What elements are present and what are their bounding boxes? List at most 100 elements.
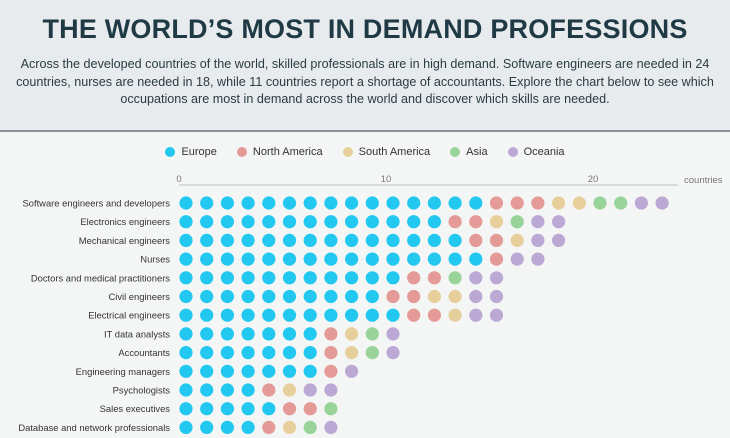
dot-europe[interactable]	[200, 420, 214, 434]
dot-europe[interactable]	[241, 252, 255, 266]
dot-europe[interactable]	[241, 215, 255, 229]
dot-north-america[interactable]	[407, 289, 421, 304]
legend-item-asia[interactable]: Asia	[450, 146, 488, 158]
dot-oceania[interactable]	[324, 383, 338, 397]
dot-europe[interactable]	[386, 271, 400, 285]
dot-europe[interactable]	[303, 364, 317, 378]
dot-oceania[interactable]	[489, 289, 504, 304]
dot-south-america[interactable]	[448, 308, 462, 322]
dot-europe[interactable]	[427, 233, 441, 247]
dot-south-america[interactable]	[572, 196, 586, 210]
dot-north-america[interactable]	[489, 252, 504, 266]
dot-europe[interactable]	[200, 327, 214, 341]
dot-oceania[interactable]	[510, 252, 524, 266]
dot-europe[interactable]	[179, 215, 193, 229]
dot-asia[interactable]	[365, 327, 379, 341]
dot-south-america[interactable]	[282, 420, 297, 434]
dot-europe[interactable]	[262, 308, 276, 322]
dot-europe[interactable]	[407, 233, 421, 247]
dot-europe[interactable]	[386, 308, 400, 322]
dot-north-america[interactable]	[427, 308, 441, 322]
dot-north-america[interactable]	[469, 233, 483, 247]
dot-europe[interactable]	[179, 252, 193, 266]
dot-south-america[interactable]	[427, 289, 441, 304]
dot-north-america[interactable]	[407, 271, 421, 285]
dot-oceania[interactable]	[552, 215, 566, 229]
dot-oceania[interactable]	[634, 196, 649, 210]
legend-item-oceania[interactable]: Oceania	[507, 146, 565, 158]
dot-north-america[interactable]	[324, 327, 338, 341]
dot-oceania[interactable]	[489, 308, 504, 322]
dot-europe[interactable]	[386, 215, 400, 229]
dot-europe[interactable]	[365, 308, 379, 322]
dot-oceania[interactable]	[303, 383, 317, 397]
dot-europe[interactable]	[179, 327, 193, 341]
dot-europe[interactable]	[427, 215, 441, 229]
dot-europe[interactable]	[262, 327, 276, 341]
dot-europe[interactable]	[262, 233, 276, 247]
dot-europe[interactable]	[448, 196, 462, 210]
dot-europe[interactable]	[220, 233, 234, 247]
dot-oceania[interactable]	[552, 233, 566, 247]
dot-europe[interactable]	[179, 289, 193, 304]
dot-south-america[interactable]	[282, 383, 297, 397]
dot-europe[interactable]	[365, 196, 379, 210]
dot-europe[interactable]	[241, 271, 255, 285]
dot-europe[interactable]	[179, 346, 193, 360]
dot-europe[interactable]	[469, 196, 483, 210]
dot-europe[interactable]	[407, 196, 421, 210]
dot-europe[interactable]	[324, 233, 338, 247]
dot-europe[interactable]	[241, 346, 255, 360]
dot-europe[interactable]	[345, 308, 359, 322]
dot-europe[interactable]	[324, 196, 338, 210]
dot-asia[interactable]	[593, 196, 607, 210]
dot-europe[interactable]	[303, 271, 317, 285]
dot-europe[interactable]	[303, 233, 317, 247]
dot-europe[interactable]	[282, 252, 297, 266]
dot-europe[interactable]	[241, 364, 255, 378]
dot-north-america[interactable]	[386, 289, 400, 304]
dot-europe[interactable]	[303, 196, 317, 210]
dot-north-america[interactable]	[510, 196, 524, 210]
dot-europe[interactable]	[220, 215, 234, 229]
dot-europe[interactable]	[241, 308, 255, 322]
dot-asia[interactable]	[303, 420, 317, 434]
dot-europe[interactable]	[200, 402, 214, 416]
dot-europe[interactable]	[241, 289, 255, 304]
legend-item-north-america[interactable]: North America	[236, 146, 323, 158]
dot-south-america[interactable]	[345, 346, 359, 360]
dot-south-america[interactable]	[448, 289, 462, 304]
dot-europe[interactable]	[200, 252, 214, 266]
dot-north-america[interactable]	[469, 215, 483, 229]
dot-europe[interactable]	[220, 346, 234, 360]
dot-europe[interactable]	[262, 364, 276, 378]
dot-europe[interactable]	[365, 289, 379, 304]
dot-europe[interactable]	[448, 252, 462, 266]
dot-europe[interactable]	[200, 215, 214, 229]
dot-north-america[interactable]	[324, 346, 338, 360]
dot-europe[interactable]	[179, 308, 193, 322]
dot-north-america[interactable]	[262, 383, 276, 397]
dot-europe[interactable]	[200, 196, 214, 210]
dot-oceania[interactable]	[469, 289, 483, 304]
dot-north-america[interactable]	[489, 196, 504, 210]
dot-europe[interactable]	[345, 215, 359, 229]
dot-europe[interactable]	[220, 308, 234, 322]
dot-europe[interactable]	[448, 233, 462, 247]
dot-europe[interactable]	[200, 364, 214, 378]
dot-europe[interactable]	[220, 364, 234, 378]
dot-asia[interactable]	[614, 196, 628, 210]
dot-asia[interactable]	[324, 402, 338, 416]
dot-north-america[interactable]	[448, 215, 462, 229]
dot-europe[interactable]	[179, 383, 193, 397]
dot-europe[interactable]	[365, 233, 379, 247]
dot-europe[interactable]	[365, 271, 379, 285]
dot-europe[interactable]	[262, 215, 276, 229]
dot-europe[interactable]	[282, 327, 297, 341]
dot-oceania[interactable]	[469, 308, 483, 322]
dot-europe[interactable]	[324, 215, 338, 229]
dot-oceania[interactable]	[386, 346, 400, 360]
dot-europe[interactable]	[241, 196, 255, 210]
dot-europe[interactable]	[200, 346, 214, 360]
dot-europe[interactable]	[386, 233, 400, 247]
